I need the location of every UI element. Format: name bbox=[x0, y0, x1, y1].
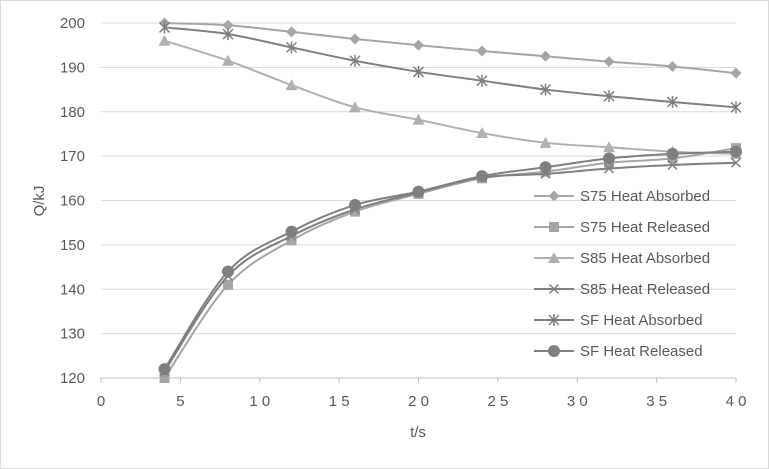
y-tick-label: 120 bbox=[60, 370, 85, 387]
y-tick-label: 160 bbox=[60, 193, 85, 210]
legend-entry: S75 Heat Absorbed bbox=[534, 188, 710, 205]
series-s85-heat-absorbed bbox=[158, 34, 742, 159]
gridlines bbox=[101, 22, 736, 335]
series-line bbox=[164, 26, 737, 109]
x-tick-label: 2 0 bbox=[408, 393, 429, 410]
data-point bbox=[349, 54, 361, 67]
data-point bbox=[285, 225, 298, 238]
data-point bbox=[539, 161, 552, 174]
data-point bbox=[667, 159, 678, 171]
data-point bbox=[730, 157, 742, 168]
legend-marker bbox=[548, 283, 560, 295]
data-point bbox=[666, 95, 679, 108]
data-point bbox=[539, 83, 552, 96]
y-tick-label: 140 bbox=[60, 281, 85, 298]
data-point bbox=[285, 79, 298, 91]
data-point bbox=[412, 185, 425, 198]
series-sf-heat-absorbed bbox=[158, 21, 742, 114]
series-s75-heat-absorbed bbox=[159, 17, 742, 79]
series-line bbox=[163, 147, 737, 379]
data-point bbox=[539, 136, 552, 148]
data-point bbox=[603, 90, 615, 103]
data-point bbox=[159, 373, 170, 383]
data-point bbox=[476, 45, 488, 57]
legend-label: S75 Heat Released bbox=[580, 219, 710, 236]
x-tick-label: 0 bbox=[97, 393, 105, 410]
x-tick-label: 5 bbox=[176, 393, 184, 410]
data-point bbox=[285, 41, 298, 54]
legend-marker bbox=[548, 345, 560, 357]
data-point bbox=[476, 127, 488, 139]
data-point bbox=[476, 74, 488, 87]
legend-entry: SF Heat Absorbed bbox=[534, 312, 703, 329]
series-layer bbox=[158, 17, 742, 383]
x-tick-label: 1 5 bbox=[329, 393, 350, 410]
legend-entry: S75 Heat Released bbox=[534, 219, 710, 236]
data-point bbox=[412, 113, 425, 125]
legend-label: SF Heat Released bbox=[580, 343, 703, 360]
legend-marker bbox=[548, 314, 560, 326]
data-point bbox=[413, 39, 424, 51]
data-point bbox=[158, 21, 171, 34]
x-tick-label: 2 5 bbox=[487, 393, 508, 410]
y-tick-label: 180 bbox=[60, 104, 85, 121]
data-point bbox=[286, 235, 297, 246]
y-axis-title: Q/kJ bbox=[31, 186, 48, 217]
data-point bbox=[476, 170, 488, 183]
series-line bbox=[164, 22, 737, 75]
legend-marker bbox=[548, 190, 560, 202]
y-tick-label: 170 bbox=[60, 148, 85, 165]
data-point bbox=[349, 33, 361, 45]
x-tick-label: 3 0 bbox=[567, 393, 588, 410]
x-tick-label: 3 5 bbox=[646, 393, 667, 410]
data-point bbox=[666, 147, 679, 160]
data-point bbox=[349, 198, 361, 211]
data-point bbox=[350, 206, 360, 217]
series-line bbox=[163, 150, 737, 370]
data-point bbox=[222, 265, 234, 278]
legend-entry: S85 Heat Released bbox=[534, 281, 710, 298]
data-point bbox=[158, 34, 171, 46]
y-tick-label: 150 bbox=[60, 237, 85, 254]
legend-label: S75 Heat Absorbed bbox=[580, 188, 710, 205]
y-tick-label: 190 bbox=[60, 59, 85, 76]
data-point bbox=[222, 28, 234, 41]
series-sf-heat-released bbox=[158, 145, 742, 376]
data-point bbox=[730, 101, 742, 114]
data-point bbox=[222, 54, 234, 66]
data-point bbox=[730, 67, 742, 79]
series-line bbox=[164, 39, 737, 155]
data-point bbox=[223, 279, 233, 290]
data-point bbox=[667, 60, 678, 72]
x-axis-title: t/s bbox=[410, 424, 426, 441]
legend-label: S85 Heat Absorbed bbox=[580, 250, 710, 267]
legend-label: S85 Heat Released bbox=[580, 281, 710, 298]
data-point bbox=[603, 152, 615, 165]
data-point bbox=[349, 101, 361, 113]
data-point bbox=[603, 141, 615, 153]
legend-entry: SF Heat Released bbox=[534, 343, 703, 360]
legend: S75 Heat Absorbed S75 Heat Released S85 He… bbox=[534, 188, 710, 360]
data-point bbox=[412, 65, 425, 78]
y-tick-label: 130 bbox=[60, 326, 85, 343]
x-tick-label: 4 0 bbox=[726, 393, 747, 410]
axes: 120 130 140 150 160 170 180 190 200 0 5 1 0 1 5 2 0 2 … bbox=[60, 15, 746, 410]
legend-marker bbox=[549, 222, 559, 232]
x-tick-label: 1 0 bbox=[249, 393, 270, 410]
data-point bbox=[158, 363, 171, 376]
legend-label: SF Heat Absorbed bbox=[580, 312, 703, 329]
data-point bbox=[540, 50, 551, 62]
data-point bbox=[286, 26, 297, 38]
y-tick-label: 200 bbox=[60, 15, 85, 32]
data-point bbox=[730, 145, 742, 158]
legend-entry: S85 Heat Absorbed bbox=[534, 250, 710, 267]
data-point bbox=[222, 19, 234, 31]
legend-marker bbox=[548, 252, 560, 263]
data-point bbox=[603, 56, 615, 68]
data-point bbox=[603, 163, 615, 174]
